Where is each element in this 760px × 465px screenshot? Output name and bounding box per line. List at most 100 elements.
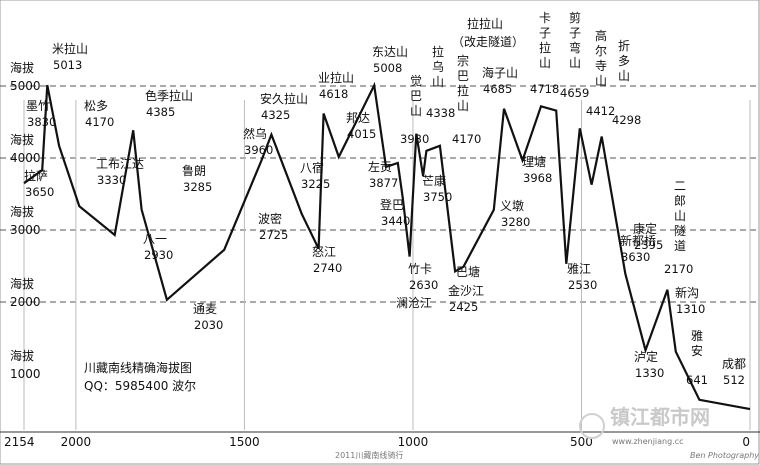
- ylabel-value: 4000: [10, 151, 41, 165]
- place-label: 泸定: [634, 349, 658, 364]
- vertical-label-altitude: 4170: [452, 132, 481, 146]
- place-label: 新沟: [675, 285, 699, 300]
- ylabel-value: 5000: [10, 79, 41, 93]
- place-label: 芒康: [422, 173, 446, 188]
- callout-sub: （改走隧道）: [452, 34, 524, 49]
- place-label: 波密: [258, 211, 282, 226]
- place-altitude: 2395: [634, 238, 663, 252]
- chart-note: QQ：5985400 波尔: [84, 378, 196, 393]
- place-label: 松多: [84, 99, 108, 113]
- place-label: 海子山: [482, 65, 518, 80]
- place-label: 业拉山: [318, 70, 354, 85]
- watermark-caption: 2011川藏南线骑行: [335, 450, 403, 460]
- place-altitude: 5013: [53, 58, 82, 72]
- place-altitude: 4015: [347, 127, 376, 141]
- ylabel-text: 海拔: [10, 348, 34, 363]
- place-altitude: 3960: [244, 143, 273, 157]
- callout-title: 拉拉山: [467, 16, 503, 31]
- vertical-label-char: 卡: [539, 11, 551, 25]
- place-label: 康定: [633, 221, 657, 236]
- place-label: 安久拉山: [260, 91, 308, 106]
- place-altitude: 512: [723, 373, 745, 387]
- place-altitude: 4685: [483, 82, 512, 96]
- vertical-label-char: 觉: [410, 74, 422, 88]
- vertical-label-char: 弯: [569, 40, 581, 55]
- ylabel-value: 2000: [10, 295, 41, 309]
- vertical-label-altitude: 4659: [560, 86, 589, 100]
- vertical-label-char: 高: [595, 28, 607, 43]
- vertical-label-char: 巴: [410, 89, 422, 103]
- vertical-label-char: 子: [569, 26, 581, 40]
- place-altitude: 3750: [423, 190, 452, 204]
- place-label: 登巴: [380, 197, 404, 212]
- x-axis: 2154 2000 1500 1000 500 0: [0, 431, 760, 449]
- vertical-label-char: 山: [457, 99, 469, 113]
- site-logo: 镇江都市网 www.zhenjiang.cc: [579, 405, 710, 446]
- place-label: 左贡: [368, 159, 392, 174]
- place-label: 竹卡: [408, 262, 432, 276]
- place-label: 邦达: [346, 111, 370, 125]
- vertical-label-char: 多: [618, 54, 630, 68]
- place-altitude: 3280: [501, 215, 530, 229]
- vertical-label-char: 剪: [569, 10, 581, 25]
- vertical-label-char: 尔: [595, 43, 607, 58]
- vertical-label-altitude: 2170: [664, 262, 693, 276]
- x-tick-label: 2000: [61, 435, 92, 449]
- vertical-label-char: 山: [595, 74, 607, 88]
- place-label: 墨竹: [26, 99, 50, 113]
- place-label: 怒江: [312, 244, 336, 259]
- vertical-label-altitude: 4412: [586, 104, 615, 118]
- vertical-label-altitude: 4718: [530, 82, 559, 96]
- x-tick-label: 1000: [398, 435, 429, 449]
- x-tick-label: 2154: [4, 435, 35, 449]
- vertical-label-char: 山: [539, 56, 551, 70]
- y-axis-labels: 海拔 5000 海拔 4000 海拔 3000 海拔 2000 海拔 1000: [10, 60, 41, 381]
- place-altitude: 2630: [409, 278, 438, 292]
- x-tick-label: 500: [570, 435, 593, 449]
- vertical-label-char: 拉: [539, 40, 551, 55]
- place-label: 金沙江: [448, 283, 484, 298]
- svg-text:www.zhenjiang.cc: www.zhenjiang.cc: [612, 437, 684, 446]
- place-label: 东达山: [372, 45, 408, 59]
- vertical-label-char: 道: [674, 239, 686, 253]
- vertical-label-char: 隧: [674, 223, 686, 238]
- vertical-label-char: 拉: [432, 44, 444, 59]
- place-label: 拉萨: [24, 168, 48, 183]
- place-altitude: 1330: [635, 366, 664, 380]
- place-label: 米拉山: [52, 41, 88, 56]
- place-label: 鲁朗: [182, 164, 206, 178]
- place-altitude: 2725: [259, 228, 288, 242]
- place-altitude: 3968: [523, 171, 552, 185]
- place-altitude: 3330: [97, 173, 126, 187]
- x-tick-label: 1500: [229, 435, 260, 449]
- vertical-label-char: 安: [691, 343, 703, 358]
- vertical-label-char: 二: [674, 179, 686, 193]
- place-labels: 拉萨 3650 墨竹 3830 米拉山 5013 松多 4170 工布江达 3330 八一 2930 色…: [24, 41, 746, 387]
- place-altitude: 2930: [144, 248, 173, 262]
- place-altitude: 2425: [449, 300, 478, 314]
- place-altitude: 4170: [85, 115, 114, 129]
- vertical-label-char: 郎: [674, 194, 686, 208]
- place-label: 义墩: [500, 199, 524, 213]
- ylabel-value: 3000: [10, 223, 41, 237]
- vertical-label-char: 子: [539, 26, 551, 40]
- vertical-label-altitude: 641: [686, 373, 708, 387]
- place-altitude: 3630: [621, 250, 650, 264]
- vertical-label-altitude: 3930: [400, 132, 429, 146]
- place-label: 雅江: [567, 261, 591, 276]
- place-altitude: 2740: [313, 261, 342, 275]
- vertical-label-altitude: 4338: [426, 106, 455, 120]
- altitude-profile-line: [23, 81, 751, 411]
- place-altitude: 1310: [676, 302, 705, 316]
- vertical-label-char: 山: [618, 69, 630, 83]
- ylabel-text: 海拔: [10, 132, 34, 147]
- vertical-label-char: 山: [432, 75, 444, 89]
- place-label: 八宿: [300, 160, 324, 175]
- ylabel-text: 海拔: [10, 276, 34, 291]
- vertical-label-char: 拉: [457, 83, 469, 98]
- vertical-label-char: 雅: [691, 328, 703, 343]
- place-altitude: 2530: [568, 278, 597, 292]
- place-label: 色季拉山: [145, 88, 193, 103]
